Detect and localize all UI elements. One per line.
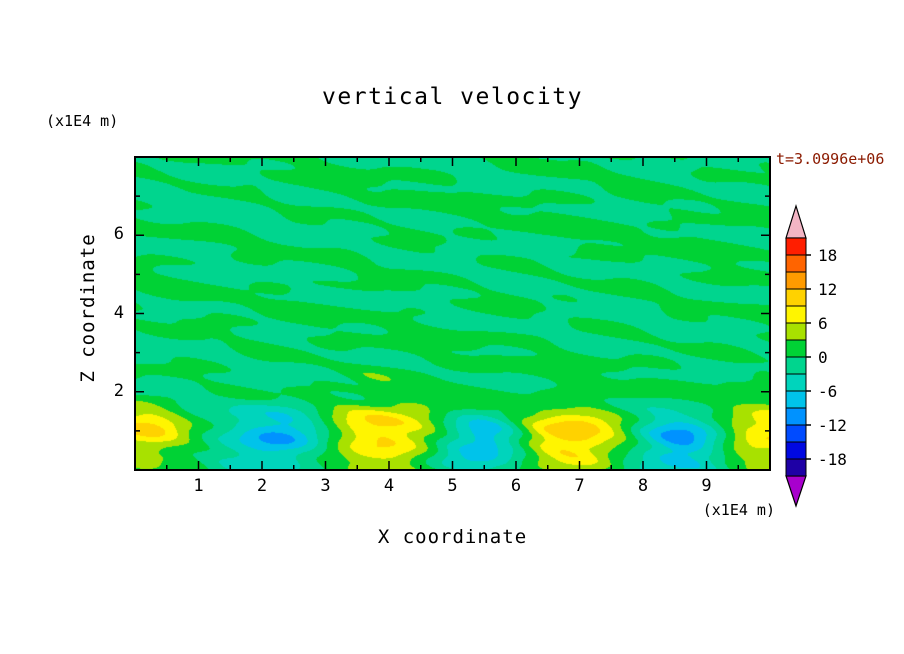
colorbar-band [785,254,807,273]
colorbar-band [785,407,807,426]
x-tick-label: 6 [510,476,522,496]
x-tick-label: 3 [320,476,331,496]
colorbar-tick-label: 18 [818,246,837,265]
x-tick-label: 9 [701,476,712,496]
colorbar-tick-label: 6 [818,314,828,333]
colorbar-band [785,288,807,307]
colorbar-band [785,271,807,290]
y-tick-label: 4 [113,302,124,323]
colorbar-band [785,373,807,392]
x-tick-label: 1 [193,476,204,496]
time-label: t=3.0996e+06 [776,150,885,168]
colorbar-tick-label: 0 [818,348,828,367]
colorbar-band [785,441,807,460]
colorbar-band [785,322,807,341]
colorbar-band [785,356,807,375]
colorbar-tick-label: -6 [818,382,837,401]
y-tick-label: 6 [113,224,124,245]
colorbar-over-arrow [785,203,807,239]
colorbar-under-arrow [785,475,807,508]
colorbar-tick-label: -12 [818,416,847,435]
x-tick-label: 2 [256,476,268,496]
colorbar-band [785,339,807,358]
colorbar: 18 12 6 0 -6 -12 -18 [785,203,847,508]
colorbar-band [785,305,807,324]
x-tick-label: 5 [447,476,458,496]
x-tick-label: 7 [574,476,585,496]
colorbar-tick-label: 12 [818,280,837,299]
x-tick-label: 4 [383,476,395,496]
colorbar-band [785,458,807,477]
colorbar-tick-label: -18 [818,450,847,469]
contour-field-canvas [135,157,770,470]
y-tick-label: 2 [113,380,124,401]
colorbar-band [785,237,807,256]
colorbar-band [785,424,807,443]
y-axis-unit-label: (x1E4 m) [46,112,119,130]
colorbar-band [785,390,807,409]
x-axis-title: X coordinate [377,526,528,548]
x-axis-unit-label: (x1E4 m) [702,501,775,519]
x-tick-label: 8 [637,476,649,496]
chart-title: vertical velocity [322,84,583,110]
